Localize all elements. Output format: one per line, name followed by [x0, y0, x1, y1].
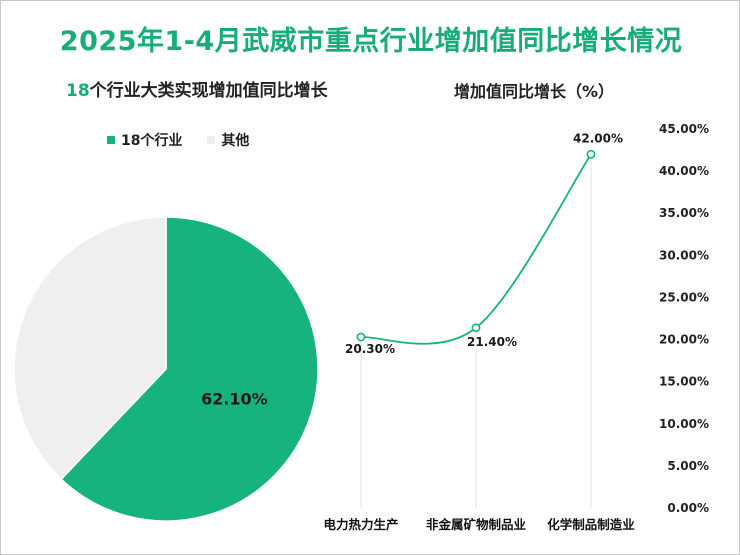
y-tick-label-9: 45.00%	[659, 122, 709, 136]
pie-data-label-0: 62.10%	[201, 389, 268, 408]
page-title: 2025年1-4月武威市重点行业增加值同比增长情况	[59, 26, 683, 57]
y-tick-label-4: 20.00%	[659, 333, 709, 347]
legend-item-other: 其他	[207, 130, 249, 150]
y-tick-label-3: 15.00%	[659, 375, 709, 389]
line-point-0	[356, 332, 366, 342]
legend-item-18-industries: 18个行业	[107, 130, 182, 150]
legend-label-other: 其他	[221, 133, 250, 149]
pie-legend: 18个行业 其他	[107, 130, 269, 150]
pie-chart: 62.10%	[13, 216, 319, 522]
y-tick-label-1: 5.00%	[667, 459, 709, 473]
x-tick-label-1: 非金属矿物制品业	[426, 517, 527, 532]
y-tick-label-5: 25.00%	[659, 290, 709, 304]
y-tick-label-6: 30.00%	[659, 248, 709, 262]
x-tick-label-0: 电力热力生产	[323, 517, 398, 532]
y-tick-label-0: 0.00%	[667, 501, 709, 515]
pie-title-text: 个行业大类实现增加值同比增长	[89, 81, 328, 101]
line-point-1	[471, 323, 481, 333]
line-data-label-2: 42.00%	[573, 131, 623, 145]
legend-swatch-other	[207, 136, 216, 144]
line-chart: 0.00% 5.00% 10.00% 15.00% 20.00% 25.00% 30.00%…	[323, 122, 709, 532]
line-data-label-0: 20.30%	[345, 342, 395, 356]
legend-swatch-18-industries	[107, 136, 115, 144]
pie-slice-1	[13, 216, 167, 481]
line-chart-title: 增加值同比增长（%）	[454, 82, 615, 101]
pie-title-number: 18	[66, 81, 90, 101]
legend-label-18-industries: 18个行业	[121, 133, 183, 149]
line-series	[360, 153, 592, 345]
pie-slice-0	[60, 216, 319, 522]
y-tick-label-8: 40.00%	[659, 164, 709, 178]
line-point-2	[586, 149, 596, 159]
line-data-label-1: 21.40%	[467, 335, 517, 349]
y-tick-label-2: 10.00%	[659, 417, 709, 431]
x-tick-label-2: 化学制品制造业	[547, 517, 635, 532]
pie-chart-title: 18个行业大类实现增加值同比增长	[66, 76, 328, 101]
y-tick-label-7: 35.00%	[659, 206, 709, 220]
